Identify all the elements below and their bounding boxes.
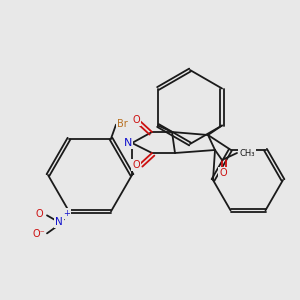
Text: O: O — [132, 115, 140, 125]
Text: O: O — [219, 168, 227, 178]
Text: O⁻: O⁻ — [33, 230, 45, 239]
Text: O: O — [35, 209, 43, 219]
Text: N: N — [55, 218, 63, 227]
Text: N: N — [124, 138, 132, 148]
Text: CH₃: CH₃ — [239, 148, 255, 158]
Text: +: + — [64, 209, 70, 218]
Text: O: O — [132, 160, 140, 170]
Text: Br: Br — [117, 118, 128, 129]
